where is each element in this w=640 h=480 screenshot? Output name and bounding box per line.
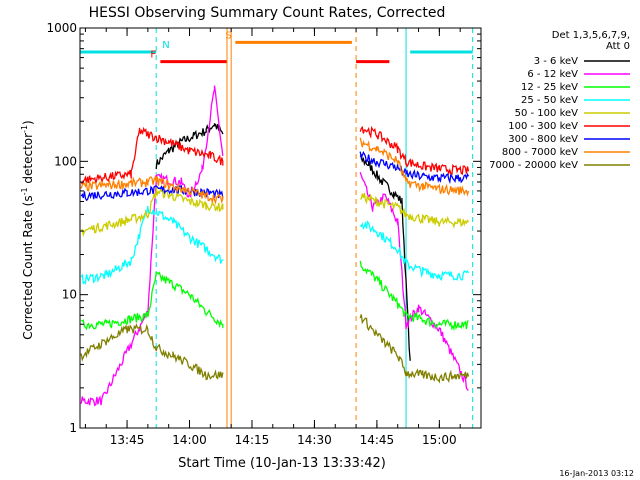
x-tick-label-4: 14:45 bbox=[360, 433, 395, 447]
series-line-2 bbox=[80, 260, 469, 332]
legend-label-0: 3 - 6 keV bbox=[534, 56, 578, 67]
legend-label-8: 7000 - 20000 keV bbox=[489, 160, 578, 171]
legend-label-4: 50 - 100 keV bbox=[515, 108, 579, 119]
legend-label-1: 6 - 12 keV bbox=[527, 69, 578, 80]
y-axis-label: Corrected Count Rate (s-1 detector-1) bbox=[20, 120, 35, 339]
x-axis-label: Start Time (10-Jan-13 13:33:42) bbox=[178, 456, 386, 471]
legend: Det 1,3,5,6,7,9,Att 0 3 - 6 keV 6 - 12 keV… bbox=[489, 30, 630, 171]
flag-label-s: S bbox=[225, 30, 231, 41]
x-tick-label-2: 14:15 bbox=[235, 433, 270, 447]
series-line-8 bbox=[80, 314, 470, 384]
legend-label-3: 25 - 50 keV bbox=[521, 95, 578, 106]
plot-area: NF S bbox=[80, 28, 474, 428]
series-line-5 bbox=[80, 125, 470, 186]
x-tick-label-3: 14:30 bbox=[297, 433, 332, 447]
series-line-3 bbox=[80, 205, 470, 285]
chart-title: HESSI Observing Summary Count Rates, Cor… bbox=[89, 5, 446, 21]
timestamp: 16-Jan-2013 03:12 bbox=[559, 469, 634, 478]
y-tick-label-0: 1 bbox=[69, 421, 77, 435]
y-tick-label-2: 100 bbox=[54, 154, 77, 168]
flag-label-f: F bbox=[150, 50, 156, 61]
x-tick-label-5: 15:00 bbox=[422, 433, 457, 447]
plot-frame bbox=[79, 27, 482, 429]
series-line-7 bbox=[80, 137, 470, 205]
flag-label-n: N bbox=[162, 40, 169, 51]
axis-ticks: 13:45 14:00 14:15 14:30 14:45 15:00 1 10 100 1000 bbox=[46, 21, 482, 447]
legend-label-6: 300 - 800 keV bbox=[508, 134, 578, 145]
legend-label-5: 100 - 300 keV bbox=[508, 121, 578, 132]
y-tick-label-3: 1000 bbox=[46, 21, 77, 35]
x-tick-label-0: 13:45 bbox=[110, 433, 145, 447]
x-tick-label-1: 14:00 bbox=[172, 433, 207, 447]
legend-label-7: 800 - 7000 keV bbox=[502, 147, 578, 158]
legend-header-1: Att 0 bbox=[606, 41, 630, 52]
series-line-0 bbox=[155, 122, 411, 361]
y-tick-label-1: 10 bbox=[62, 288, 77, 302]
legend-label-2: 12 - 25 keV bbox=[521, 82, 578, 93]
series-line-4 bbox=[80, 186, 470, 238]
legend-header-0: Det 1,3,5,6,7,9, bbox=[552, 30, 630, 41]
